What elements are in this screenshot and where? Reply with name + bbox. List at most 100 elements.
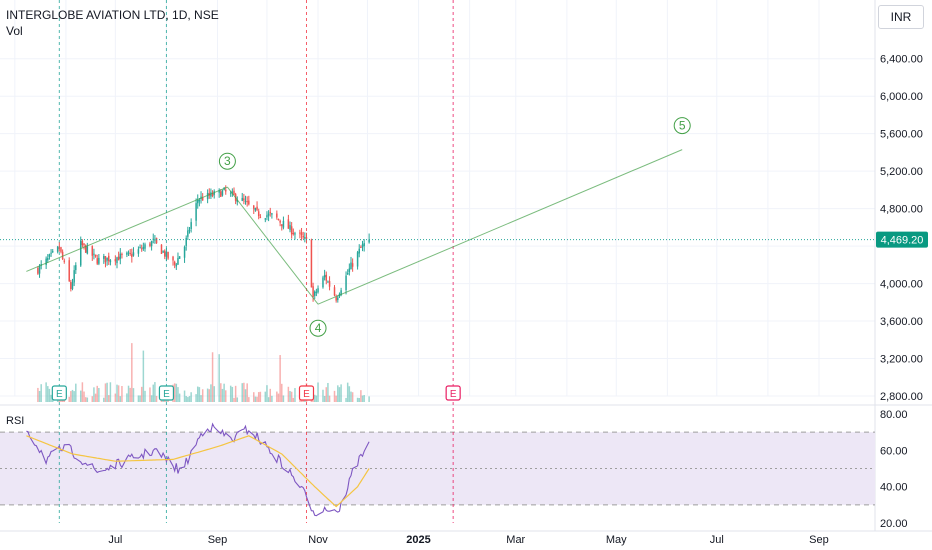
candle-body bbox=[196, 199, 199, 204]
volume-bar bbox=[131, 343, 133, 402]
candle-body bbox=[126, 252, 128, 255]
volume-bar bbox=[86, 397, 89, 402]
candle-body bbox=[108, 255, 110, 262]
candle-body bbox=[340, 290, 342, 296]
candle-body bbox=[131, 254, 133, 258]
volume-bar bbox=[267, 397, 270, 402]
volume-bar bbox=[196, 386, 199, 402]
volume-bar bbox=[187, 397, 189, 402]
volume-bar bbox=[144, 390, 146, 402]
event-marker-2 bbox=[298, 385, 315, 401]
volume-bar bbox=[73, 391, 75, 402]
volume-bar bbox=[328, 395, 331, 402]
candle-body bbox=[246, 201, 248, 203]
candle-body bbox=[290, 226, 293, 235]
candle-body bbox=[75, 265, 77, 271]
volume-bar bbox=[121, 386, 123, 402]
volume-bar bbox=[231, 386, 234, 402]
wave-label-3: 3 bbox=[224, 154, 231, 168]
volume-bar bbox=[276, 391, 278, 402]
volume-bar bbox=[292, 397, 295, 402]
volume-bar bbox=[337, 385, 339, 402]
volume-bar bbox=[173, 383, 176, 402]
candle-body bbox=[121, 253, 123, 255]
candle-body bbox=[45, 258, 47, 266]
candle-body bbox=[345, 275, 347, 290]
volume-bar bbox=[340, 384, 342, 402]
price-tick-label: 5,200.00 bbox=[880, 166, 923, 178]
volume-label: Vol bbox=[6, 24, 23, 38]
volume-bar bbox=[75, 383, 77, 402]
volume-bar bbox=[211, 352, 214, 402]
volume-bar bbox=[45, 382, 47, 402]
rsi-ma-line bbox=[26, 435, 370, 508]
volume-bar bbox=[253, 392, 255, 402]
candle-body bbox=[289, 225, 291, 230]
volume-bar bbox=[206, 388, 209, 402]
candle-body bbox=[185, 237, 187, 246]
volume-bar bbox=[323, 395, 326, 402]
candle-body bbox=[160, 244, 163, 254]
candle-body bbox=[117, 256, 120, 261]
time-tick-label: Jul bbox=[108, 534, 122, 546]
candle-body bbox=[325, 274, 328, 281]
volume-bar bbox=[246, 383, 248, 402]
volume-bar bbox=[225, 390, 227, 402]
volume-bar bbox=[256, 396, 258, 402]
candle-body bbox=[51, 251, 54, 253]
volume-bar bbox=[188, 396, 191, 402]
wave-label-4: 4 bbox=[315, 321, 322, 335]
candle-body bbox=[225, 189, 227, 192]
volume-bar bbox=[119, 396, 122, 402]
volume-bar bbox=[155, 395, 158, 402]
volume-bar bbox=[269, 388, 271, 402]
candle-body bbox=[351, 263, 354, 267]
candle-body bbox=[144, 244, 146, 249]
candle-body bbox=[137, 249, 140, 254]
candle-body bbox=[71, 282, 74, 289]
candle-body bbox=[363, 243, 365, 247]
candle-body bbox=[188, 229, 191, 231]
volume-bar bbox=[248, 397, 250, 402]
candle-body bbox=[129, 253, 131, 255]
event-marker-label-0: E bbox=[56, 389, 63, 400]
candle-body bbox=[98, 257, 100, 264]
candle-body bbox=[198, 199, 201, 202]
volume-bar bbox=[322, 389, 324, 402]
volume-bar bbox=[140, 386, 143, 402]
volume-bar bbox=[104, 383, 107, 402]
candle-body bbox=[139, 247, 141, 249]
candle-body bbox=[267, 213, 270, 216]
time-tick-label: Sep bbox=[809, 534, 829, 546]
volume-bar bbox=[360, 390, 362, 402]
volume-bar bbox=[79, 390, 82, 402]
event-marker-label-3: E bbox=[450, 389, 457, 400]
candle-body bbox=[106, 257, 108, 261]
currency-button[interactable]: INR bbox=[878, 5, 924, 29]
candle-body bbox=[337, 297, 339, 301]
volume-bar bbox=[94, 393, 97, 402]
wave-label-circle-5 bbox=[673, 117, 691, 135]
candle-body bbox=[233, 190, 235, 195]
candle-body bbox=[150, 241, 153, 247]
volume-bar bbox=[254, 396, 257, 402]
candle-body bbox=[94, 254, 97, 257]
volume-bar bbox=[358, 397, 360, 402]
volume-bar bbox=[137, 395, 140, 402]
candle-body bbox=[315, 291, 318, 293]
volume-bar bbox=[236, 397, 239, 402]
volume-bar bbox=[93, 387, 95, 402]
wave-label-circle-4 bbox=[309, 319, 327, 337]
candle-body bbox=[277, 218, 280, 221]
volume-bar bbox=[281, 383, 283, 402]
candle-body bbox=[305, 237, 308, 239]
volume-bar bbox=[150, 395, 153, 402]
candle-body bbox=[154, 239, 156, 241]
price-tick-label: 3,200.00 bbox=[880, 354, 923, 366]
event-marker-1 bbox=[158, 385, 175, 401]
volume-bar bbox=[315, 395, 318, 402]
volume-bar bbox=[109, 382, 112, 402]
candle-body bbox=[58, 247, 61, 249]
volume-bar bbox=[38, 390, 41, 402]
